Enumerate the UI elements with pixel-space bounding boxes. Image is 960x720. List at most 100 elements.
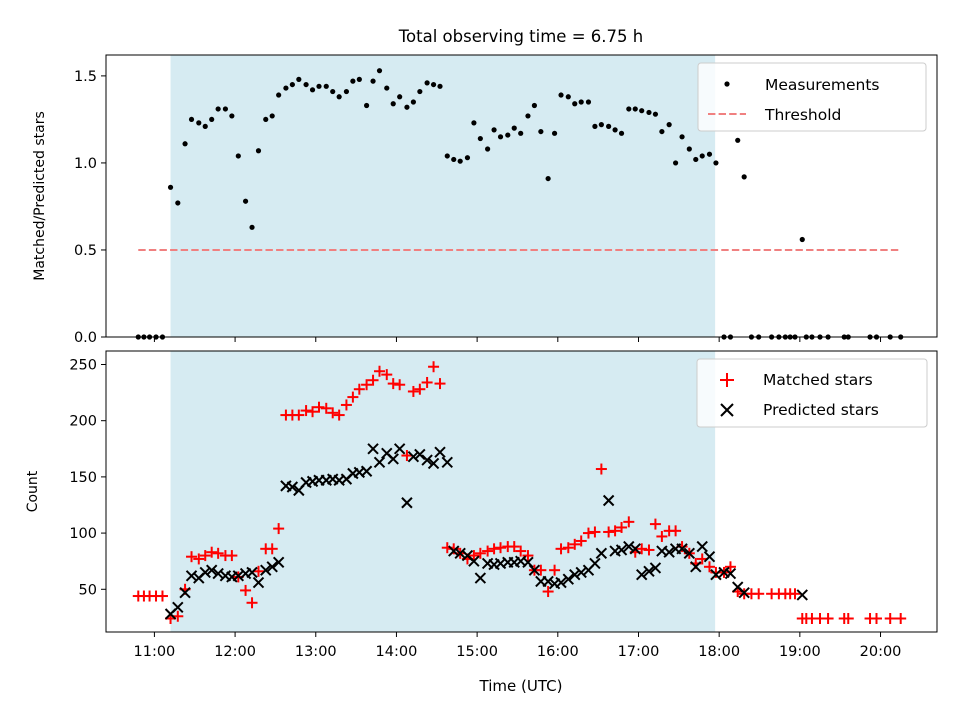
predicted-star-point bbox=[414, 448, 426, 461]
measurement-point bbox=[679, 134, 685, 140]
legend-matched-marker bbox=[720, 373, 734, 387]
matched-star-point bbox=[340, 399, 352, 411]
predicted-star-point bbox=[421, 454, 433, 466]
measurement-point bbox=[618, 130, 625, 136]
matched-star-point bbox=[374, 365, 386, 377]
predicted-star-point bbox=[703, 550, 716, 563]
measurement-point bbox=[565, 94, 571, 100]
measurement-point bbox=[666, 122, 672, 128]
matched-star-point bbox=[488, 543, 500, 555]
x-tick-label: 19:00 bbox=[779, 644, 821, 660]
predicted-star-point bbox=[663, 546, 675, 558]
predicted-star-point bbox=[796, 589, 808, 601]
measurement-point bbox=[672, 160, 679, 166]
measurement-point bbox=[598, 122, 604, 128]
matched-star-point bbox=[381, 369, 393, 381]
measurement-point bbox=[693, 156, 699, 163]
measurement-point bbox=[209, 116, 215, 123]
measurement-point bbox=[235, 153, 241, 159]
matched-star-point bbox=[870, 613, 882, 625]
x-tick-label: 17:00 bbox=[618, 644, 660, 660]
measurement-point bbox=[545, 175, 551, 182]
measurement-point bbox=[330, 88, 336, 95]
predicted-star-point bbox=[636, 568, 648, 581]
matched-star-point bbox=[199, 550, 211, 562]
matched-star-point bbox=[156, 590, 168, 602]
predicted-star-point bbox=[232, 570, 245, 582]
bottom-y-tick-label: 50 bbox=[79, 582, 97, 598]
measurement-point bbox=[303, 81, 309, 88]
predicted-star-point bbox=[643, 565, 655, 578]
measurement-point bbox=[551, 130, 558, 136]
bottom-y-tick-label: 100 bbox=[69, 526, 97, 542]
predicted-star-point bbox=[205, 564, 218, 576]
matched-star-point bbox=[508, 541, 520, 553]
matched-star-point bbox=[266, 543, 278, 555]
matched-star-point bbox=[649, 518, 661, 530]
matched-star-point bbox=[616, 521, 628, 533]
measurement-point bbox=[167, 184, 174, 190]
measurement-point bbox=[309, 87, 316, 93]
matched-star-point bbox=[609, 525, 621, 537]
measurement-point bbox=[263, 116, 269, 123]
top-y-tick-label: 0.5 bbox=[74, 243, 97, 259]
top-y-axis-label: Matched/Predicted stars bbox=[32, 111, 48, 281]
legend-threshold-label: Threshold bbox=[764, 106, 841, 124]
measurement-point bbox=[531, 102, 538, 109]
matched-star-point bbox=[569, 538, 581, 550]
measurement-point bbox=[713, 160, 719, 166]
matched-star-point bbox=[643, 544, 655, 556]
x-tick-label: 20:00 bbox=[860, 644, 902, 660]
measurement-point bbox=[538, 128, 544, 135]
predicted-star-point bbox=[710, 568, 722, 581]
matched-star-point bbox=[753, 588, 765, 600]
measurement-point bbox=[491, 127, 497, 133]
top-legend: Measurements Threshold bbox=[697, 62, 927, 132]
predicted-star-point bbox=[441, 456, 453, 468]
matched-star-point bbox=[482, 545, 494, 557]
matched-star-point bbox=[394, 379, 406, 391]
matched-star-point bbox=[468, 550, 480, 562]
bottom-y-axis-label: Count bbox=[25, 470, 41, 512]
matched-star-point bbox=[724, 561, 736, 573]
measurement-point bbox=[323, 83, 329, 89]
matched-star-point bbox=[522, 550, 534, 562]
matched-star-point bbox=[884, 613, 896, 625]
matched-star-point bbox=[327, 407, 339, 419]
measurement-point bbox=[659, 128, 665, 135]
top-plot-frame bbox=[105, 54, 938, 338]
matched-star-point bbox=[842, 613, 854, 625]
predicted-star-point bbox=[427, 457, 440, 470]
x-tick-label: 11:00 bbox=[134, 644, 176, 660]
measurement-point bbox=[497, 134, 504, 140]
predicted-star-point bbox=[199, 566, 211, 579]
matched-star-point bbox=[353, 383, 365, 395]
predicted-star-point bbox=[542, 575, 554, 588]
matched-star-point bbox=[273, 523, 285, 535]
measurement-point bbox=[686, 146, 692, 152]
measurement-point bbox=[249, 224, 255, 230]
predicted-star-point bbox=[407, 450, 420, 463]
measurement-point bbox=[316, 83, 322, 89]
matched-star-point bbox=[240, 584, 252, 596]
predicted-star-point bbox=[615, 544, 628, 556]
x-tick-label: 18:00 bbox=[698, 644, 740, 660]
measurement-point bbox=[505, 132, 511, 138]
legend-measurements-label: Measurements bbox=[765, 76, 880, 94]
measurement-point bbox=[222, 106, 229, 112]
measurement-point bbox=[457, 158, 463, 164]
measurement-point bbox=[471, 120, 477, 126]
measurement-point bbox=[397, 94, 403, 100]
measurement-point bbox=[283, 85, 289, 91]
measurement-point bbox=[464, 155, 471, 161]
matched-star-point bbox=[515, 545, 527, 557]
top-y-tick-label: 1.0 bbox=[74, 156, 97, 172]
measurement-point bbox=[578, 99, 584, 105]
matched-star-point bbox=[414, 383, 426, 395]
measurement-point bbox=[525, 113, 531, 119]
top-y-tick-label: 0.0 bbox=[74, 330, 97, 346]
matched-star-point bbox=[361, 379, 373, 391]
bottom-shaded-interval bbox=[170, 351, 716, 632]
matched-star-point bbox=[636, 543, 648, 555]
measurement-point bbox=[269, 113, 275, 119]
